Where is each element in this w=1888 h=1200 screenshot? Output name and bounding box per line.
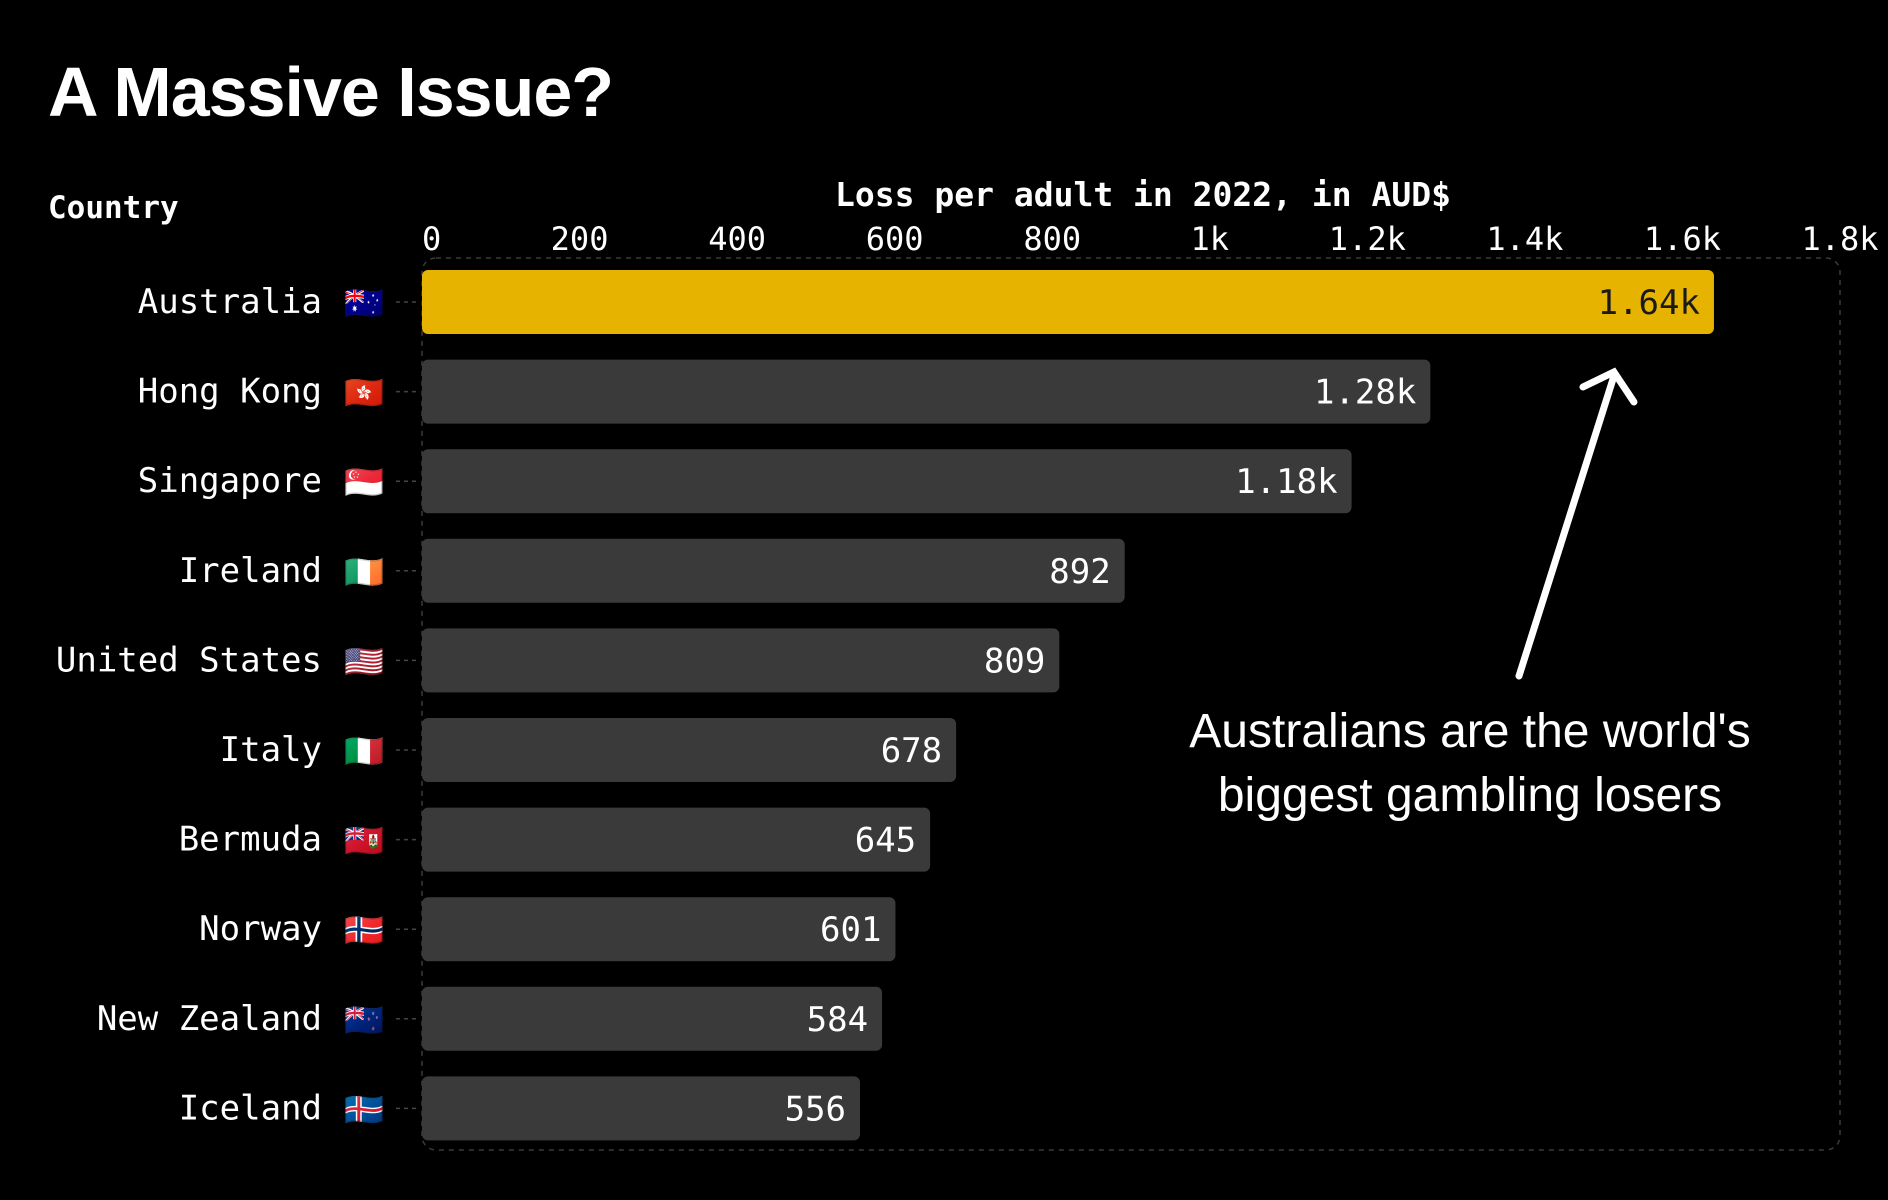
- country-label: Iceland: [179, 1088, 322, 1128]
- bar-value-label: 584: [807, 1000, 868, 1040]
- bar: [422, 449, 1352, 514]
- plot-area-frame: [421, 257, 1841, 1151]
- annotation-line-2: biggest gambling losers: [1217, 769, 1723, 822]
- bar: [422, 807, 931, 872]
- bar-value-label: 1.64k: [1598, 283, 1700, 323]
- country-flag: 🇳🇿: [344, 1001, 384, 1039]
- country-label: Ireland: [179, 551, 322, 591]
- country-flag: 🇮🇪: [344, 553, 384, 591]
- bar: [422, 1076, 861, 1141]
- x-tick-label: 600: [866, 220, 924, 258]
- bar-value-label: 809: [984, 641, 1045, 681]
- x-tick-label: 400: [708, 220, 766, 258]
- bar-value-label: 678: [881, 731, 942, 771]
- country-flag: 🇭🇰: [344, 374, 384, 412]
- annotation-line-1: Australians are the world's: [1189, 705, 1751, 758]
- country-label: Bermuda: [179, 820, 322, 860]
- x-tick-label: 1.4k: [1486, 220, 1563, 258]
- bar: [422, 986, 883, 1051]
- country-flag: 🇦🇺: [344, 284, 384, 322]
- bars: Australia 🇦🇺 1.64k Hong Kong 🇭🇰 1.28k Singapor…: [56, 270, 1714, 1141]
- bar-value-label: 601: [820, 910, 881, 950]
- bar: [422, 270, 1714, 334]
- bar: [422, 628, 1060, 693]
- bar-value-label: 1.18k: [1235, 462, 1337, 502]
- bar-value-label: 892: [1049, 552, 1110, 592]
- country-label: Australia: [138, 282, 322, 322]
- arrow-head: [1579, 367, 1638, 406]
- x-tick-label: 0: [422, 220, 441, 258]
- x-tick-label: 200: [551, 220, 609, 258]
- country-label: New Zealand: [97, 999, 322, 1039]
- annotation-text: Australians are the world's biggest gamb…: [1140, 700, 1800, 828]
- x-tick-label: 800: [1023, 220, 1081, 258]
- country-label: United States: [56, 640, 322, 680]
- bar-value-label: 645: [855, 821, 916, 861]
- annotation-arrow: [1515, 367, 1638, 680]
- country-flag: 🇸🇬: [344, 463, 384, 501]
- country-label: Italy: [220, 730, 322, 770]
- country-flag: 🇳🇴: [344, 911, 384, 949]
- country-label: Hong Kong: [138, 372, 322, 412]
- x-tick-label: 1.2k: [1329, 220, 1406, 258]
- x-axis-ticks: 0 200 400 600 800 1k 1.2k 1.4k 1.6k 1.8k: [422, 220, 1879, 258]
- bar: [422, 538, 1125, 603]
- bar: [422, 718, 957, 782]
- country-label: Singapore: [138, 461, 322, 501]
- x-tick-label: 1.8k: [1801, 220, 1878, 258]
- bar-value-label: 1.28k: [1314, 373, 1416, 413]
- bar-value-label: 556: [785, 1089, 846, 1129]
- x-tick-label: 1.6k: [1644, 220, 1721, 258]
- bar: [422, 897, 896, 962]
- country-flag: 🇮🇸: [344, 1090, 384, 1128]
- chart-title: A Massive Issue?: [48, 53, 614, 131]
- x-tick-label: 1k: [1191, 220, 1230, 258]
- country-flag: 🇺🇸: [344, 642, 384, 680]
- y-axis-label: Country: [48, 190, 179, 226]
- bar: [422, 359, 1431, 424]
- country-flag: 🇮🇹: [344, 732, 384, 770]
- x-axis-label: Loss per adult in 2022, in AUD$: [835, 175, 1451, 214]
- country-flag: 🇧🇲: [344, 822, 384, 860]
- arrow-shaft: [1515, 372, 1618, 680]
- country-label: Norway: [199, 909, 322, 949]
